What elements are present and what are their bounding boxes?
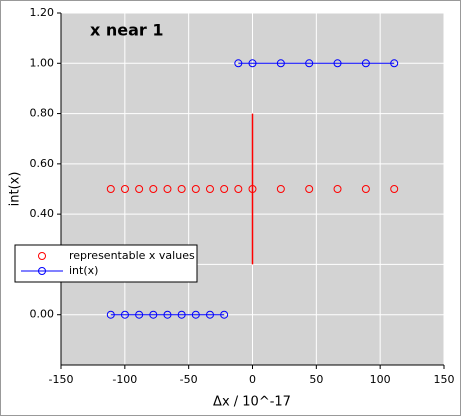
marker (305, 59, 314, 68)
y-tick-label: 1.20 (30, 6, 55, 19)
marker (135, 310, 144, 319)
marker (106, 310, 115, 319)
marker (390, 185, 399, 193)
marker (333, 185, 342, 193)
x-axis-label: Δx / 10^-17 (213, 395, 291, 410)
y-tick-label: 0.80 (30, 107, 55, 120)
marker (205, 185, 214, 193)
legend-marker (38, 267, 46, 275)
y-tick-label: 0.00 (30, 308, 55, 321)
marker (205, 310, 214, 319)
legend-label: int(x) (69, 264, 98, 277)
y-tick-label: 0.60 (30, 157, 55, 170)
x-tick-label: -150 (49, 373, 74, 386)
marker (120, 310, 129, 319)
series-line (110, 62, 395, 316)
marker (276, 185, 285, 193)
x-tick-label: 0 (249, 373, 256, 386)
marker (361, 185, 370, 193)
marker (149, 310, 158, 319)
marker (177, 185, 186, 193)
marker (149, 185, 158, 193)
marker (163, 310, 172, 319)
y-axis-label: int(x) (8, 172, 23, 207)
marker (361, 59, 370, 68)
marker (220, 185, 229, 193)
marker (248, 59, 257, 68)
legend-marker (38, 252, 46, 260)
marker (276, 59, 285, 68)
marker (333, 59, 342, 68)
x-tick-label: 150 (434, 373, 455, 386)
x-tick-label: -50 (180, 373, 198, 386)
chart-title: x near 1 (90, 21, 164, 40)
legend-label: representable x values (69, 249, 195, 262)
marker (135, 185, 144, 193)
marker (120, 185, 129, 193)
marker (191, 185, 200, 193)
marker (248, 185, 257, 193)
marker (305, 185, 314, 193)
marker (191, 310, 200, 319)
y-tick-label: 0.40 (30, 207, 55, 220)
marker (106, 185, 115, 193)
marker (220, 310, 229, 319)
marker (177, 310, 186, 319)
marker (234, 185, 243, 193)
legend-box (14, 244, 198, 283)
x-tick-label: -100 (112, 373, 137, 386)
x-tick-label: 50 (309, 373, 323, 386)
x-tick-label: 100 (370, 373, 391, 386)
marker (234, 59, 243, 68)
y-tick-label: 1.00 (30, 56, 55, 69)
marker (163, 185, 172, 193)
marker (390, 59, 399, 68)
